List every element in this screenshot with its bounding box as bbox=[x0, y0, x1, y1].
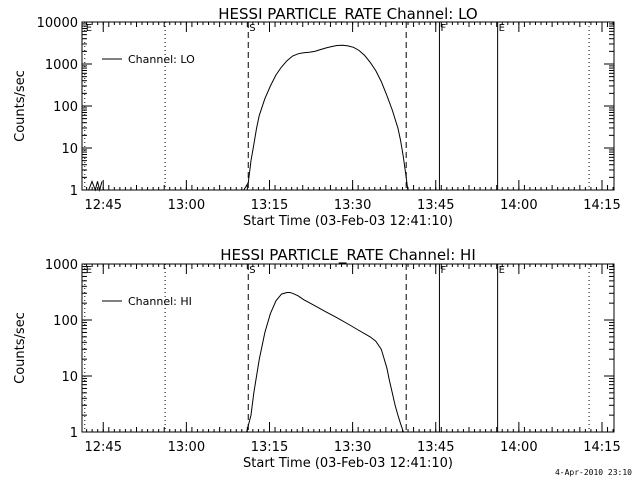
data-series-line bbox=[243, 44, 409, 191]
y-tick-label: 100 bbox=[53, 314, 78, 329]
event-marker-label: S bbox=[249, 265, 255, 276]
x-tick-label: 14:15 bbox=[583, 440, 620, 455]
event-marker-label: F bbox=[440, 23, 446, 34]
event-marker-label: E bbox=[499, 265, 505, 276]
x-tick-label: 13:15 bbox=[251, 440, 288, 455]
legend-entry: Channel: HI bbox=[128, 295, 192, 308]
x-axis-label: Start Time (03-Feb-03 12:41:10) bbox=[243, 456, 453, 471]
y-tick-label: 10 bbox=[61, 370, 78, 385]
y-tick-label: 1 bbox=[70, 426, 78, 441]
data-series-line bbox=[88, 180, 103, 192]
y-tick-label: 1000 bbox=[45, 58, 78, 73]
x-axis-label: Start Time (03-Feb-03 12:41:10) bbox=[243, 214, 453, 229]
data-series-line bbox=[246, 292, 404, 433]
x-tick-label: 13:45 bbox=[417, 198, 454, 213]
event-marker-label: E bbox=[499, 23, 505, 34]
y-tick-label: 10000 bbox=[37, 16, 78, 31]
legend-entry: Channel: LO bbox=[128, 53, 195, 66]
chart-panel-2: HESSI PARTICLE_RATE Channel: HI 1 10 100 100… bbox=[13, 246, 621, 471]
x-tick-label: 14:15 bbox=[583, 198, 620, 213]
x-tick-label: 13:30 bbox=[334, 198, 371, 213]
event-marker-label: E bbox=[86, 265, 92, 276]
x-tick-label: 13:30 bbox=[334, 440, 371, 455]
plot-frame bbox=[81, 263, 615, 433]
x-tick-label: 14:00 bbox=[500, 440, 537, 455]
plot-frame bbox=[81, 21, 615, 191]
plot-timestamp: 4-Apr-2010 23:10 bbox=[554, 468, 632, 477]
x-tick-label: 13:15 bbox=[251, 198, 288, 213]
x-tick-label: 13:00 bbox=[168, 198, 205, 213]
event-marker-label: F bbox=[440, 265, 446, 276]
chart-panel-1: HESSI PARTICLE_RATE Channel: LO 1 10 100 100… bbox=[13, 5, 621, 229]
chart-title: HESSI PARTICLE_RATE Channel: HI bbox=[220, 246, 476, 265]
y-tick-label: 10 bbox=[61, 142, 78, 157]
y-axis-label: Counts/sec bbox=[13, 70, 28, 142]
y-tick-label: 1 bbox=[70, 184, 78, 199]
y-axis-label: Counts/sec bbox=[13, 312, 28, 384]
x-tick-label: 14:00 bbox=[500, 198, 537, 213]
x-tick-label: 13:00 bbox=[168, 440, 205, 455]
x-tick-label: 12:45 bbox=[85, 198, 122, 213]
x-tick-label: 13:45 bbox=[417, 440, 454, 455]
event-marker-label: S bbox=[249, 23, 255, 34]
y-tick-label: 100 bbox=[53, 100, 78, 115]
chart-title: HESSI PARTICLE_RATE Channel: LO bbox=[218, 5, 477, 24]
y-tick-label: 1000 bbox=[45, 258, 78, 273]
x-tick-label: 12:45 bbox=[85, 440, 122, 455]
event-marker-label: E bbox=[86, 23, 92, 34]
